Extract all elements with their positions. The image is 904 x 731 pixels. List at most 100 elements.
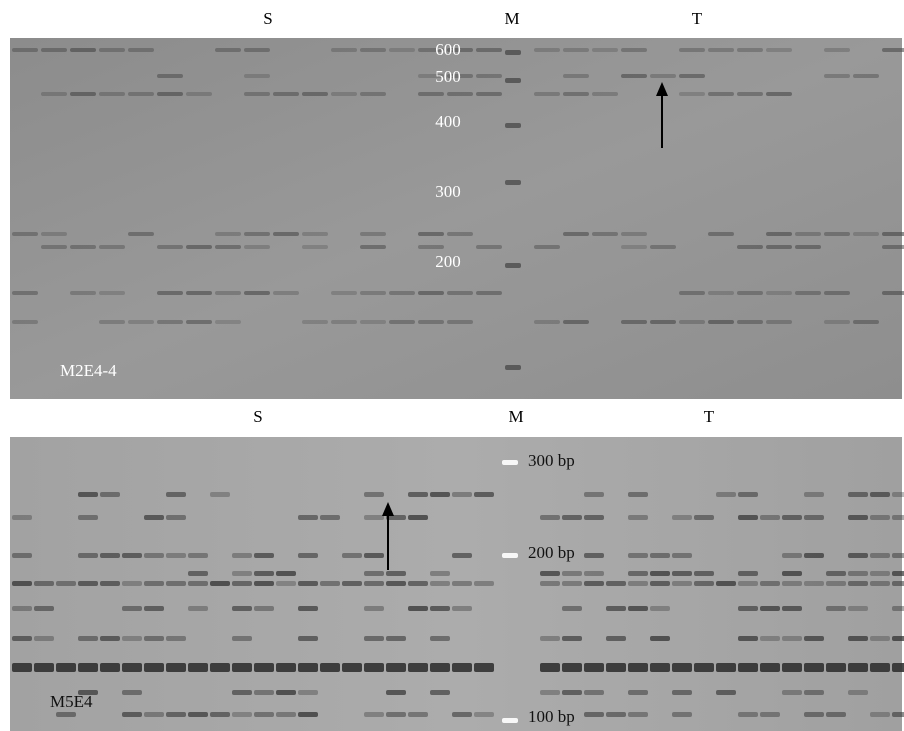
band [408, 606, 428, 611]
band [364, 571, 384, 576]
band [298, 663, 318, 672]
band [430, 690, 450, 695]
band [298, 581, 318, 586]
band [826, 712, 846, 717]
band [331, 92, 357, 96]
band [188, 571, 208, 576]
band [232, 712, 252, 717]
band [12, 320, 38, 324]
band [628, 581, 648, 586]
band [418, 320, 444, 324]
panel-name: M2E4-4 [60, 361, 117, 380]
band [386, 712, 406, 717]
band [386, 690, 406, 695]
band [795, 232, 821, 236]
band [100, 492, 120, 497]
band [782, 690, 802, 695]
band [650, 320, 676, 324]
band [502, 460, 518, 465]
band [70, 291, 96, 295]
band [78, 581, 98, 586]
band [78, 663, 98, 672]
band [244, 92, 270, 96]
band [389, 320, 415, 324]
band [144, 515, 164, 520]
band [476, 291, 502, 295]
band [672, 663, 692, 672]
band [56, 663, 76, 672]
band [232, 606, 252, 611]
band [386, 581, 406, 586]
band [254, 606, 274, 611]
band [848, 636, 868, 641]
band [302, 320, 328, 324]
band [166, 663, 186, 672]
band [804, 581, 824, 586]
band [708, 232, 734, 236]
band [606, 663, 626, 672]
band [276, 690, 296, 695]
band [360, 48, 386, 52]
band [418, 92, 444, 96]
band [848, 553, 868, 558]
band [562, 515, 582, 520]
band [100, 581, 120, 586]
band [452, 606, 472, 611]
lane-label: T [692, 9, 703, 28]
band [474, 663, 494, 672]
band [320, 515, 340, 520]
band [882, 48, 904, 52]
band [760, 606, 780, 611]
band [563, 92, 589, 96]
band [418, 48, 444, 52]
band [766, 92, 792, 96]
band [650, 571, 670, 576]
band [452, 663, 472, 672]
bands-bottom [12, 460, 904, 723]
band [679, 48, 705, 52]
band [848, 690, 868, 695]
arrow-head [656, 82, 668, 96]
band [782, 571, 802, 576]
band [389, 291, 415, 295]
band [122, 712, 142, 717]
band [672, 712, 692, 717]
band [782, 515, 802, 520]
band [716, 690, 736, 695]
band [584, 553, 604, 558]
band [244, 291, 270, 295]
band [157, 245, 183, 249]
band [672, 690, 692, 695]
band [848, 581, 868, 586]
band [892, 712, 904, 717]
marker-label: 500 [435, 67, 461, 86]
band [12, 515, 32, 520]
band [694, 581, 714, 586]
band [56, 581, 76, 586]
band [766, 245, 792, 249]
band [360, 291, 386, 295]
band [562, 663, 582, 672]
band [188, 712, 208, 717]
band [320, 663, 340, 672]
band [562, 636, 582, 641]
band [628, 606, 648, 611]
band [694, 663, 714, 672]
band [650, 663, 670, 672]
band [892, 663, 904, 672]
bands-top [12, 48, 904, 370]
band [447, 320, 473, 324]
band [276, 712, 296, 717]
band [331, 291, 357, 295]
band [540, 663, 560, 672]
band [760, 663, 780, 672]
band [254, 571, 274, 576]
band [804, 712, 824, 717]
band [563, 232, 589, 236]
band [298, 690, 318, 695]
band [298, 515, 318, 520]
band [99, 320, 125, 324]
band [628, 663, 648, 672]
band [826, 571, 846, 576]
band [694, 571, 714, 576]
